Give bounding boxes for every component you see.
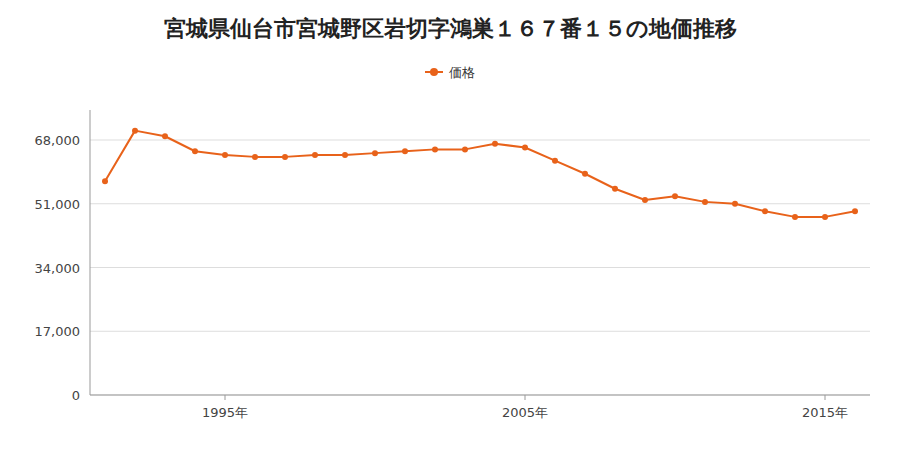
series-line (105, 131, 855, 217)
x-tick (525, 395, 526, 400)
data-point (132, 128, 138, 134)
data-point (222, 152, 228, 158)
x-tick-label: 2005年 (502, 405, 548, 420)
data-point (462, 146, 468, 152)
grid-line (90, 267, 870, 268)
x-tick-label: 2015年 (802, 405, 848, 420)
data-point (732, 201, 738, 207)
data-point (792, 214, 798, 220)
y-tick-label: 34,000 (35, 261, 81, 276)
grid-line (90, 395, 870, 396)
grid-line (90, 203, 870, 204)
data-point (702, 199, 708, 205)
data-point (102, 178, 108, 184)
y-tick-label: 68,000 (35, 133, 81, 148)
data-point (402, 148, 408, 154)
legend-swatch-marker (430, 68, 438, 76)
chart-svg: 宮城県仙台市宮城野区岩切字鴻巣１６７番１５の地価推移 0 17,000 34,000 5… (0, 0, 900, 450)
y-axis-line (90, 110, 91, 395)
data-point (372, 150, 378, 156)
grid-line (90, 331, 870, 332)
chart-title: 宮城県仙台市宮城野区岩切字鴻巣１６７番１５の地価推移 (164, 16, 737, 41)
data-point (852, 208, 858, 214)
marks (102, 128, 858, 220)
y-tick-label: 17,000 (35, 324, 81, 339)
data-point (492, 141, 498, 147)
x-tick (825, 395, 826, 400)
data-point (642, 197, 648, 203)
data-point (762, 208, 768, 214)
y-tick-label: 0 (72, 388, 80, 403)
data-point (582, 171, 588, 177)
data-point (282, 154, 288, 160)
data-point (312, 152, 318, 158)
data-point (522, 145, 528, 151)
data-point (822, 214, 828, 220)
legend: 価格 (425, 65, 475, 80)
grid-line (90, 140, 870, 141)
grid (90, 140, 870, 395)
x-tick-label: 1995年 (202, 405, 248, 420)
x-tick (225, 395, 226, 400)
legend-label: 価格 (449, 65, 475, 80)
data-point (252, 154, 258, 160)
y-tick-label: 51,000 (35, 197, 81, 212)
data-point (342, 152, 348, 158)
data-point (612, 186, 618, 192)
data-point (192, 148, 198, 154)
data-point (432, 146, 438, 152)
chart-container: 宮城県仙台市宮城野区岩切字鴻巣１６７番１５の地価推移 0 17,000 34,000 5… (0, 0, 900, 450)
data-point (162, 133, 168, 139)
background (0, 0, 900, 450)
x-axis-line (90, 395, 870, 396)
data-point (552, 158, 558, 164)
data-point (672, 193, 678, 199)
